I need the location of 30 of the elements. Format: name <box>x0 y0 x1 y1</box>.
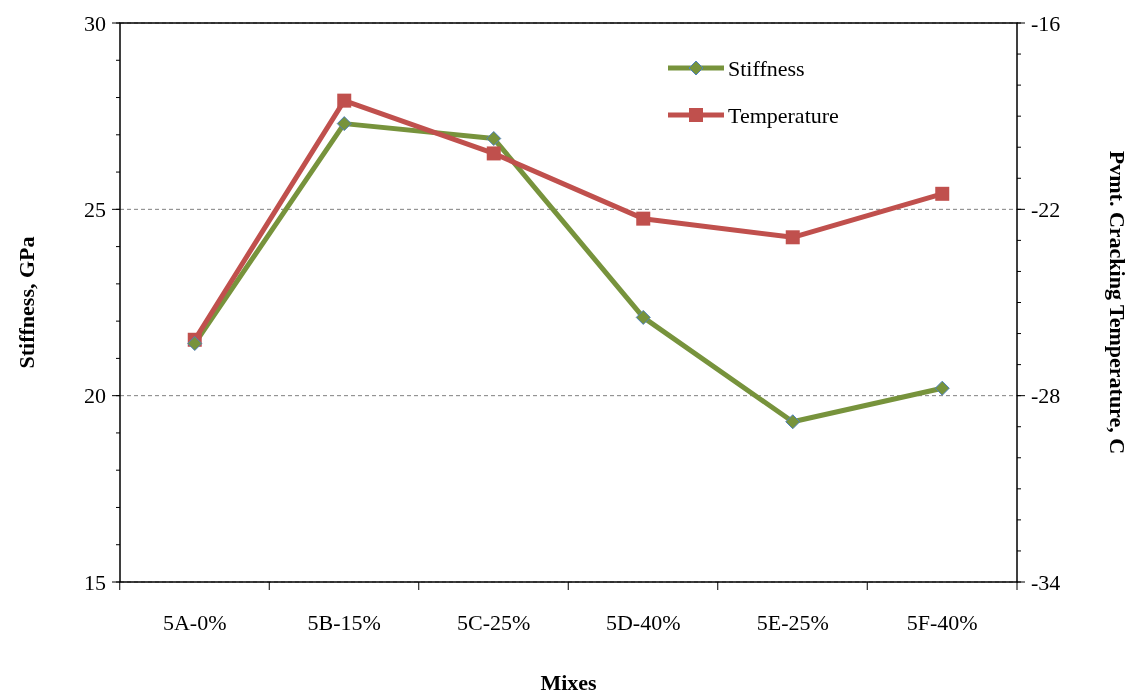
point <box>935 186 950 201</box>
legend-label: Temperature <box>728 102 839 128</box>
y2-tick-label: -28 <box>1031 383 1061 409</box>
point <box>336 116 352 132</box>
point <box>635 309 651 325</box>
x-tick-label: 5B-15% <box>307 610 381 635</box>
point <box>486 146 501 161</box>
y2-tick-label: -34 <box>1031 569 1061 595</box>
y-axis-title: Stiffness, GPa <box>14 236 39 369</box>
x-tick-label: 5A-0% <box>162 610 227 635</box>
point <box>636 211 651 226</box>
y2-tick-label: -16 <box>1031 10 1061 36</box>
y-tick-label: 15 <box>84 569 106 595</box>
y2-axis-title: Pvmt. Cracking Temperature, C <box>1105 150 1130 455</box>
x-axis-title: Mixes <box>540 670 598 694</box>
y-tick-label: 20 <box>84 383 106 409</box>
point <box>187 335 203 351</box>
x-tick-label: 5E-25% <box>756 610 829 635</box>
point <box>785 414 801 430</box>
x-tick-label: 5F-40% <box>906 610 978 635</box>
x-tick-label: 5C-25% <box>457 610 531 635</box>
point <box>785 230 800 245</box>
y-tick-label: 30 <box>84 10 106 36</box>
point <box>934 380 950 396</box>
y2-tick-label: -22 <box>1031 197 1061 223</box>
y-tick-label: 25 <box>84 197 106 223</box>
point <box>486 131 502 147</box>
legend-label: Stiffness <box>728 55 805 81</box>
x-tick-label: 5D-40% <box>605 610 681 635</box>
point <box>337 93 352 108</box>
